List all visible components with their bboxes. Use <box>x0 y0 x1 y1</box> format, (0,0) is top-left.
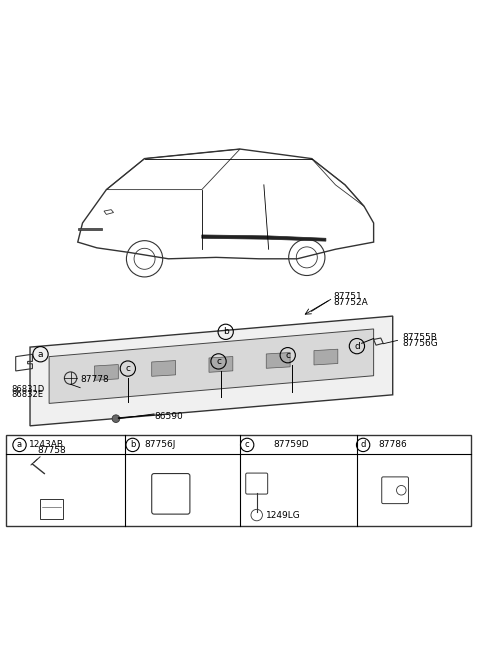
Text: c: c <box>285 351 290 359</box>
Text: d: d <box>360 440 366 449</box>
Text: a: a <box>38 350 43 359</box>
Text: b: b <box>223 327 228 337</box>
Polygon shape <box>202 235 326 241</box>
Text: 87759D: 87759D <box>274 440 309 449</box>
Text: d: d <box>354 342 360 351</box>
Bar <box>6 436 471 526</box>
Text: 1249LG: 1249LG <box>266 510 301 520</box>
Text: a: a <box>17 440 22 449</box>
Polygon shape <box>95 365 118 380</box>
Text: 86590: 86590 <box>154 412 183 420</box>
Text: 87756J: 87756J <box>144 440 176 449</box>
Polygon shape <box>266 352 290 368</box>
Text: 87751: 87751 <box>333 292 362 301</box>
Text: 87756G: 87756G <box>402 338 438 348</box>
Polygon shape <box>49 329 373 403</box>
Text: 87752A: 87752A <box>333 298 368 307</box>
Polygon shape <box>209 357 233 373</box>
Polygon shape <box>30 316 393 426</box>
Text: c: c <box>216 357 221 366</box>
Polygon shape <box>78 228 102 230</box>
Text: 87755B: 87755B <box>402 333 437 342</box>
Text: 1243AB: 1243AB <box>29 440 64 449</box>
Text: b: b <box>130 440 135 449</box>
Text: 86832E: 86832E <box>11 390 43 400</box>
Text: 87758: 87758 <box>37 446 66 455</box>
Polygon shape <box>314 349 338 365</box>
Text: 86831D: 86831D <box>11 384 44 394</box>
Text: 87786: 87786 <box>378 440 407 449</box>
Text: 87778: 87778 <box>80 375 109 384</box>
Polygon shape <box>152 361 176 377</box>
Text: c: c <box>245 440 250 449</box>
Circle shape <box>112 415 120 422</box>
Text: c: c <box>125 364 131 373</box>
Bar <box>39 499 63 519</box>
